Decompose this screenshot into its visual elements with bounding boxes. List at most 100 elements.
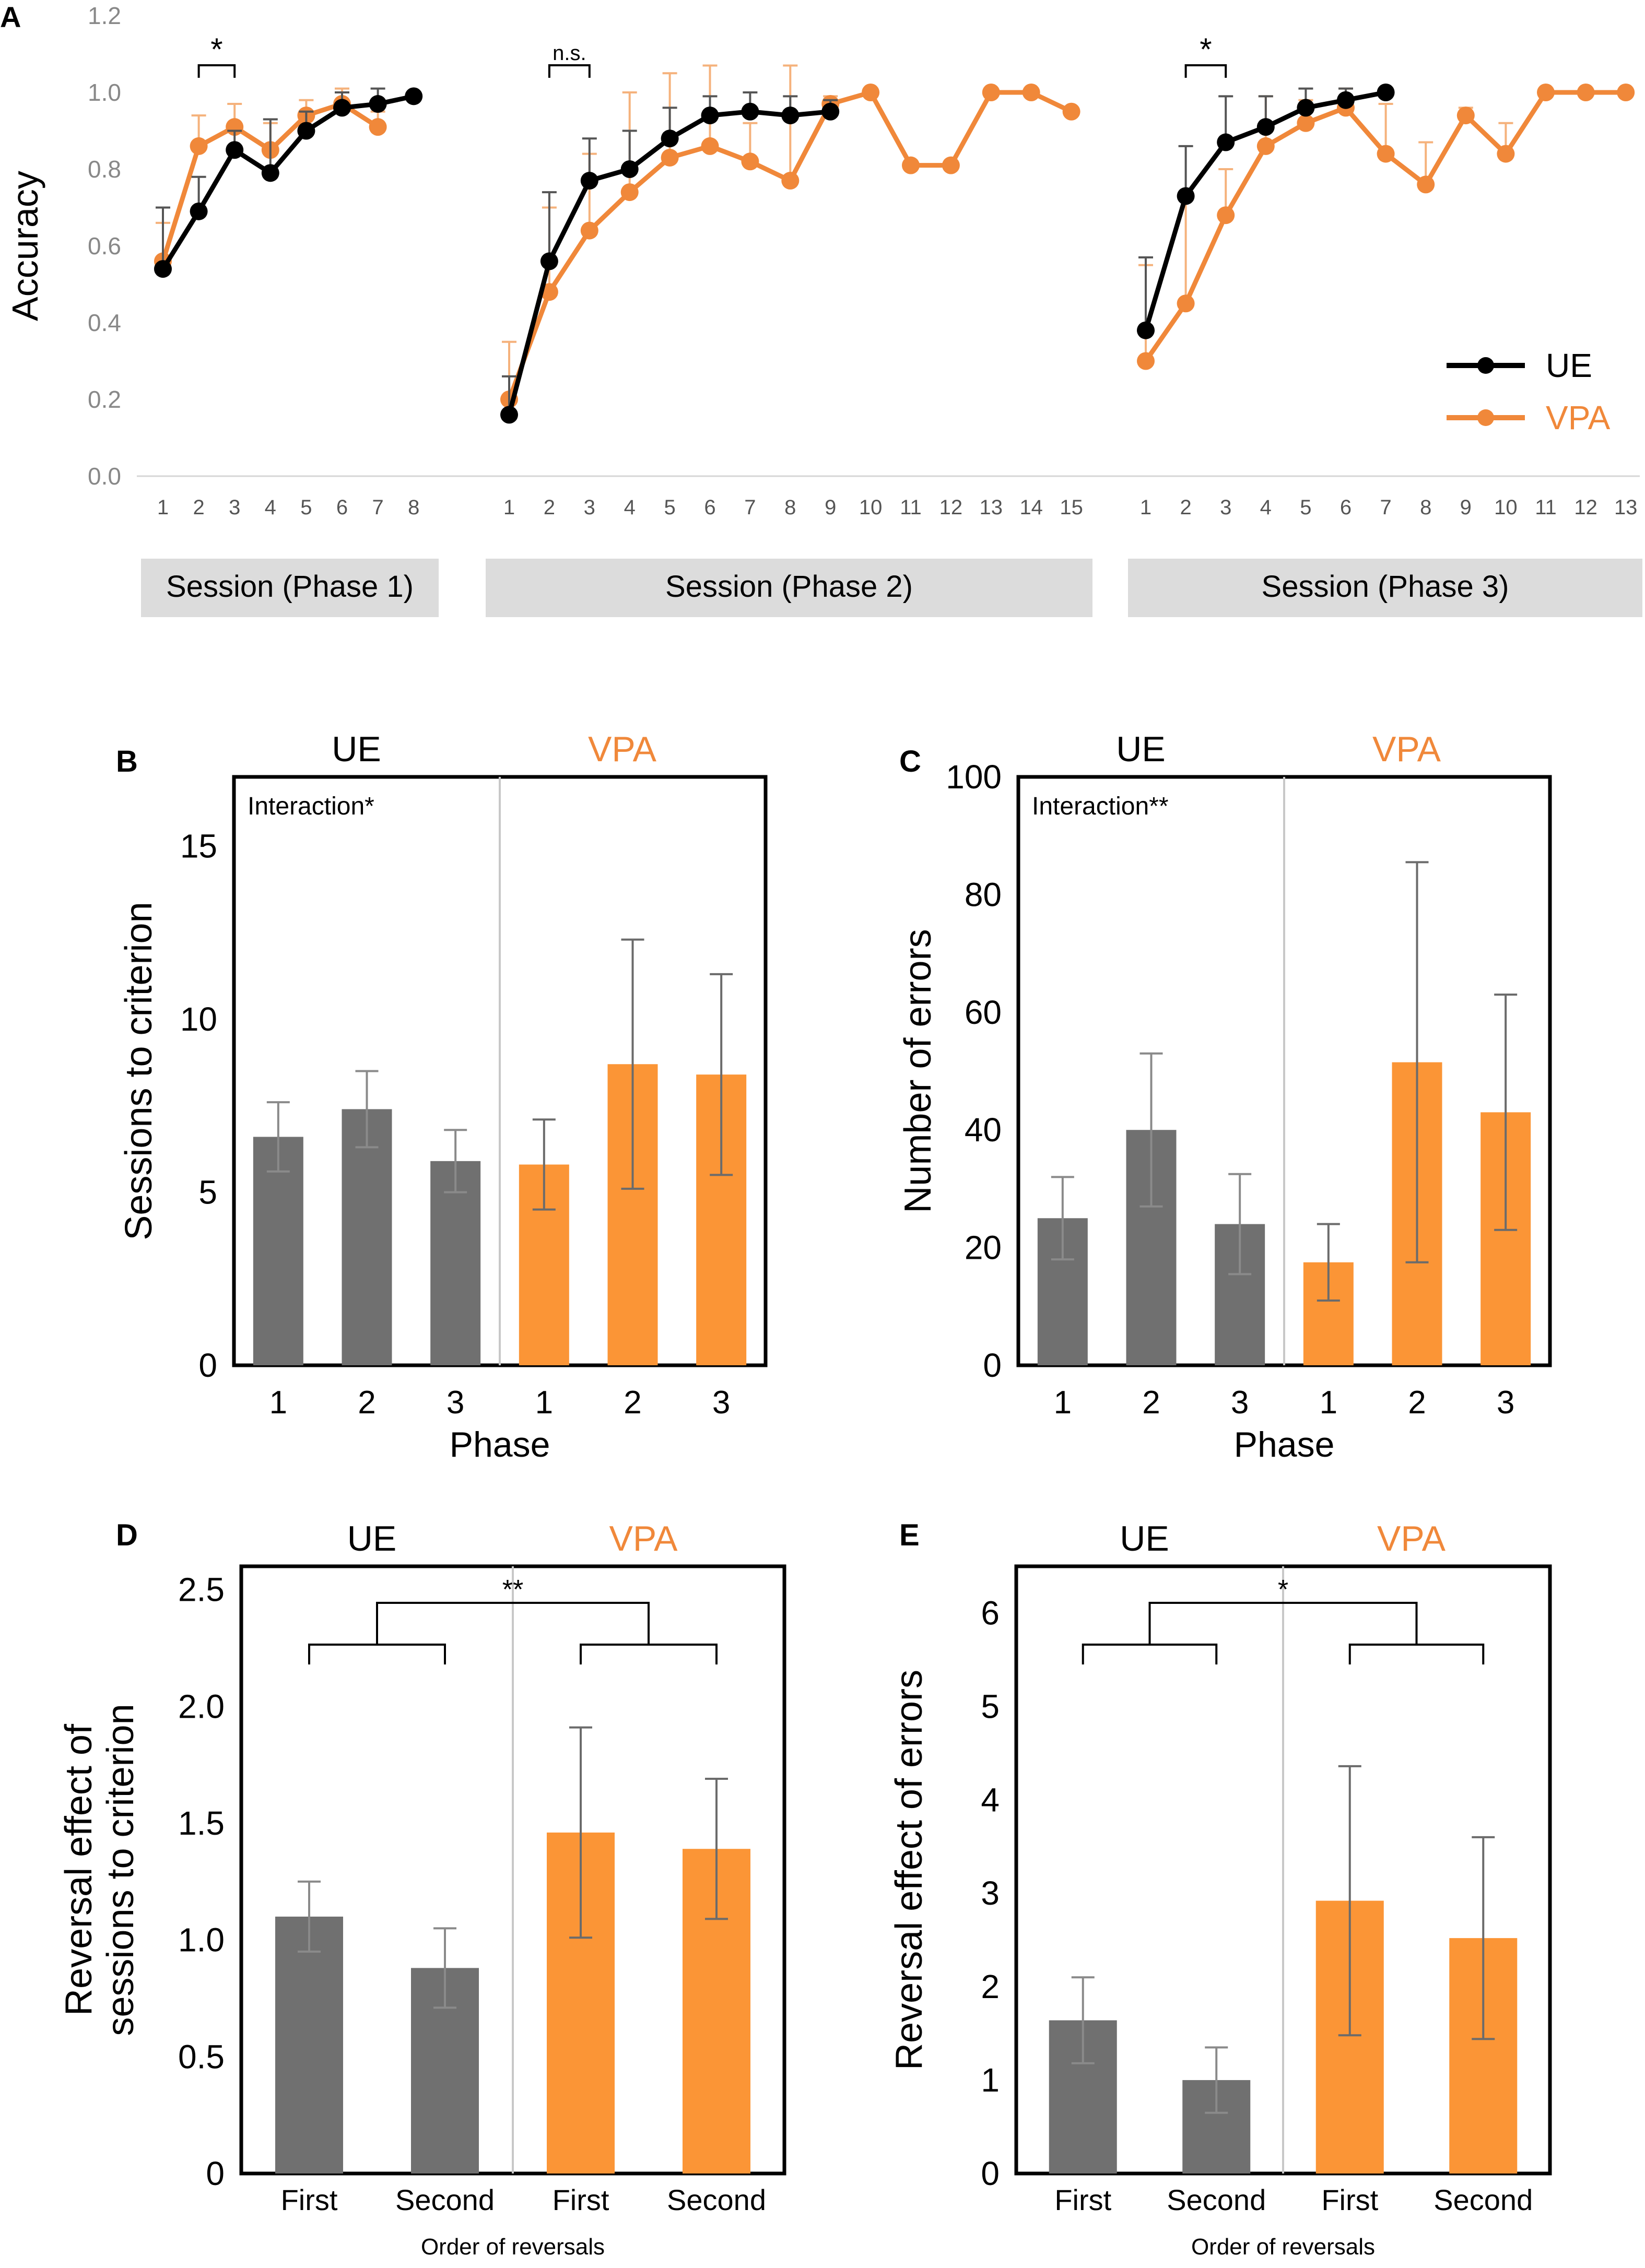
a-ue-point xyxy=(661,129,679,148)
a-ue-point xyxy=(1177,187,1195,205)
panelD-bar xyxy=(275,1916,343,2174)
a-vpa-point xyxy=(1617,84,1635,101)
panelE-x-tick-label: First xyxy=(1054,2183,1111,2216)
a-ue-point xyxy=(620,160,639,178)
a-vpa-point xyxy=(1256,137,1275,155)
panelD-group-bracket xyxy=(308,1644,446,1664)
a-x-tick-label: 14 xyxy=(1019,496,1043,519)
panelD-y-tick-label: 0.5 xyxy=(178,2038,225,2075)
a-x-tick-label: 8 xyxy=(408,496,419,519)
panelE-y-tick-label: 1 xyxy=(981,2061,1000,2099)
panelE-group-bracket xyxy=(1348,1644,1485,1664)
a-x-tick-label: 2 xyxy=(193,496,204,519)
panelC-x-tick-label: 2 xyxy=(1408,1385,1426,1421)
panelD-group-label-vpa: VPA xyxy=(609,1519,678,1558)
a-ue-point xyxy=(1217,133,1235,151)
a-ue-point xyxy=(1256,118,1275,136)
panelC-x-tick-label: 3 xyxy=(1497,1385,1514,1421)
a-y-tick-label: 1.0 xyxy=(88,79,121,106)
a-x-tick-label: 7 xyxy=(744,496,756,519)
panelE-x-tick-label: Second xyxy=(1167,2183,1266,2216)
a-ue-point xyxy=(261,164,279,182)
a-ue-point xyxy=(190,202,208,220)
panel-d-reversal-sessions-chart: 0 0.5 1.0 1.5 2.0 2.5 Reversal effect of sessio… xyxy=(58,1519,786,2260)
panelD-x-tick-label: First xyxy=(553,2183,609,2216)
a-ue-point xyxy=(580,172,598,190)
a-vpa-point xyxy=(1022,84,1040,101)
a-x-tick-label: 6 xyxy=(704,496,715,519)
a-vpa-point xyxy=(1217,206,1235,225)
a-x-tick-label: 4 xyxy=(1260,496,1272,519)
a-vpa-point xyxy=(862,84,880,101)
panelC-x-tick-label: 1 xyxy=(1320,1385,1337,1421)
a-ue-point xyxy=(1337,91,1355,109)
panelB-y-tick-label: 10 xyxy=(180,1000,217,1038)
a-x-tick-label: 2 xyxy=(1180,496,1191,519)
a-vpa-point xyxy=(1137,352,1155,370)
a-y-tick-label: 0.2 xyxy=(88,386,121,413)
a-ue-point xyxy=(297,122,315,140)
a-session-label: Session (Phase 2) xyxy=(665,570,913,604)
a-session-band xyxy=(141,559,439,617)
a-vpa-point xyxy=(781,172,800,190)
panelB-x-axis-label: Phase xyxy=(450,1425,550,1464)
a-significance-label: * xyxy=(210,32,222,67)
panelE-y-tick-label: 5 xyxy=(981,1687,1000,1725)
panelC-group-label-ue: UE xyxy=(1116,729,1165,769)
panelC-group-label-vpa: VPA xyxy=(1372,729,1441,769)
panelE-y-tick-label: 2 xyxy=(981,1968,1000,2005)
a-vpa-point xyxy=(1377,145,1395,163)
a-significance-bracket xyxy=(197,64,236,78)
panelD-x-tick-label: Second xyxy=(395,2183,495,2216)
panelD-y-tick-label: 2.5 xyxy=(178,1571,225,1609)
a-session-band xyxy=(1128,559,1642,617)
a-ue-point xyxy=(154,260,172,278)
a-legend-vpa-label: VPA xyxy=(1546,399,1611,436)
panelB-y-tick-label: 15 xyxy=(180,828,217,865)
a-x-tick-label: 11 xyxy=(900,496,922,519)
a-vpa-point xyxy=(661,148,679,167)
a-legend-ue-marker xyxy=(1477,357,1494,374)
a-x-tick-label: 6 xyxy=(336,496,348,519)
a-y-tick-label: 1.2 xyxy=(88,2,121,29)
panelB-bar xyxy=(342,1109,392,1365)
a-session-label: Session (Phase 1) xyxy=(166,570,414,604)
panelD-y-tick-label: 1.5 xyxy=(178,1804,225,1842)
a-x-tick-label: 8 xyxy=(784,496,796,519)
a-x-tick-label: 12 xyxy=(1574,496,1597,519)
a-vpa-point xyxy=(902,156,920,174)
a-ue-point xyxy=(781,107,800,125)
panelB-x-tick-label: 2 xyxy=(358,1385,375,1421)
panelC-y-tick-label: 80 xyxy=(965,876,1002,913)
a-session-label: Session (Phase 3) xyxy=(1262,570,1509,604)
panelB-y-axis-label: Sessions to criterion xyxy=(118,902,160,1240)
a-significance-label: n.s. xyxy=(553,42,586,65)
panel-letter-e: E xyxy=(899,1518,920,1552)
panel-letter-c: C xyxy=(899,745,921,778)
a-significance-bracket xyxy=(548,64,591,78)
panelC-x-tick-label: 3 xyxy=(1231,1385,1249,1421)
a-ue-point xyxy=(369,95,387,113)
panelD-comparison-bracket xyxy=(376,1602,650,1645)
a-x-tick-label: 1 xyxy=(157,496,169,519)
a-significance-bracket xyxy=(1184,64,1227,78)
a-vpa-point xyxy=(369,118,387,136)
a-vpa-point xyxy=(1497,145,1515,163)
panel-letter-d: D xyxy=(116,1518,138,1552)
a-legend-vpa-marker xyxy=(1477,409,1494,426)
a-x-tick-label: 3 xyxy=(1220,496,1231,519)
a-x-tick-label: 7 xyxy=(372,496,383,519)
a-x-tick-label: 8 xyxy=(1420,496,1431,519)
panelD-significance-label: ** xyxy=(502,1575,523,1605)
a-x-tick-label: 3 xyxy=(229,496,240,519)
a-x-tick-label: 5 xyxy=(664,496,675,519)
a-y-tick-label: 0.4 xyxy=(88,309,121,336)
a-ue-point xyxy=(540,252,558,270)
panel-letter-a: A xyxy=(0,1,21,33)
a-vpa-point xyxy=(1062,102,1080,121)
a-x-tick-label: 5 xyxy=(300,496,312,519)
a-vpa-point xyxy=(540,283,558,301)
a-x-tick-label: 7 xyxy=(1380,496,1391,519)
